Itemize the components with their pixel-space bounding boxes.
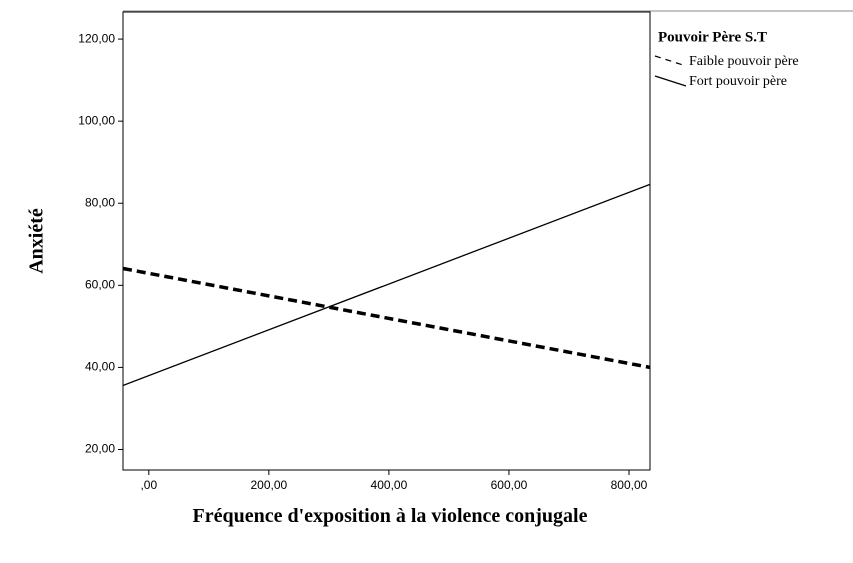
y-tick-label: 120,00 — [78, 31, 115, 45]
x-tick-label: 200,00 — [251, 478, 288, 492]
plot-area — [122, 11, 651, 471]
y-tick-label: 60,00 — [85, 277, 115, 291]
x-tick-label: 600,00 — [491, 478, 528, 492]
y-tick-label: 80,00 — [85, 195, 115, 209]
y-tick-label: 20,00 — [85, 442, 115, 456]
y-tick-label: 40,00 — [85, 360, 115, 374]
legend-label: Fort pouvoir père — [689, 74, 787, 89]
y-axis-label: Anxiété — [26, 208, 48, 274]
legend-swatch — [654, 75, 687, 87]
series-line — [122, 266, 651, 370]
legend-swatch — [654, 55, 687, 67]
x-tick-label: 400,00 — [371, 478, 408, 492]
y-tick-label: 100,00 — [78, 113, 115, 127]
x-axis-label: Fréquence d'exposition à la violence con… — [192, 505, 588, 527]
x-tick-label: ,00 — [140, 478, 157, 492]
series-line — [122, 183, 651, 387]
x-tick-label: 800,00 — [611, 478, 648, 492]
legend-label: Faible pouvoir père — [689, 54, 799, 69]
legend-title: Pouvoir Père S.T — [658, 29, 767, 45]
